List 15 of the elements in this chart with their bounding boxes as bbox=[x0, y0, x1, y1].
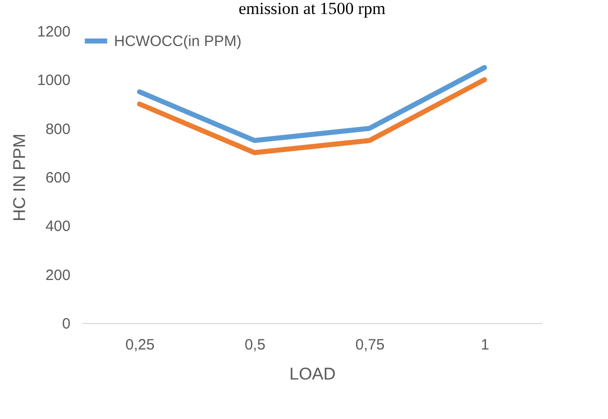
chart-title: emission at 1500 rpm bbox=[238, 0, 386, 18]
y-tick-label: 0 bbox=[62, 316, 70, 332]
x-tick-label: 1 bbox=[480, 336, 490, 354]
x-axis-title: LOAD bbox=[289, 364, 336, 384]
x-tick-label: 0,75 bbox=[355, 336, 385, 354]
x-tick-label: 0,5 bbox=[244, 336, 266, 354]
y-tick-label: 1000 bbox=[37, 72, 70, 90]
y-tick-label: 200 bbox=[45, 266, 70, 284]
legend-label: HCWOCC(in PPM) bbox=[114, 33, 242, 50]
y-tick-label: 400 bbox=[45, 218, 70, 236]
y-tick-label: 800 bbox=[45, 120, 70, 138]
y-tick-label: 1200 bbox=[37, 24, 70, 40]
y-tick-label: 600 bbox=[45, 170, 70, 186]
x-tick-label: 0,25 bbox=[125, 336, 155, 354]
y-axis-title: HC IN PPM bbox=[10, 134, 30, 222]
